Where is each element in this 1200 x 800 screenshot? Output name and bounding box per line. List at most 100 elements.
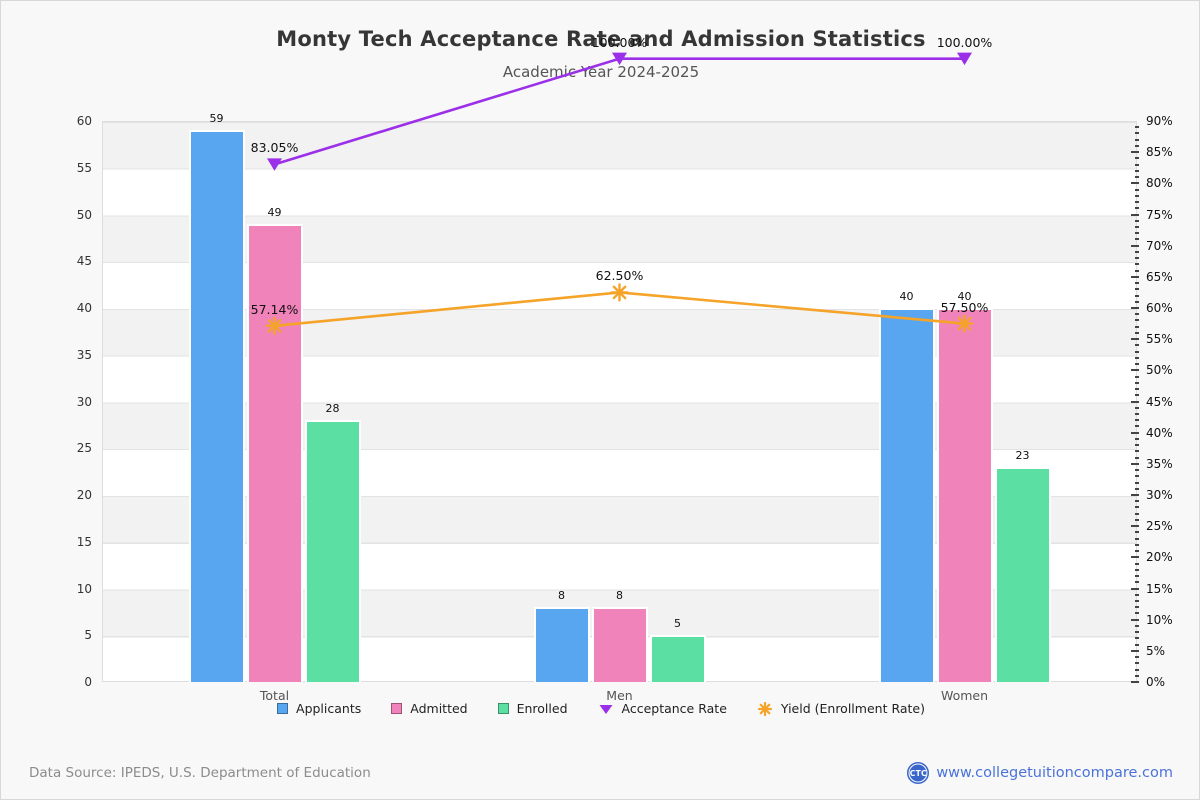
y-axis-right-label: 30% bbox=[1146, 488, 1173, 502]
y-axis-right-label: 40% bbox=[1146, 425, 1173, 440]
y-axis-left-label: 60 bbox=[76, 114, 92, 128]
bar-value-label: 59 bbox=[209, 112, 224, 126]
y-axis-left-label: 20 bbox=[76, 488, 92, 502]
legend-item-yield-enrollment-rate[interactable]: Yield (Enrollment Rate) bbox=[757, 701, 925, 716]
y-axis-tick bbox=[1131, 151, 1139, 154]
y-axis-left-label: 10 bbox=[76, 581, 92, 596]
y-axis-tick bbox=[1134, 531, 1139, 534]
y-axis-tick bbox=[1134, 406, 1139, 409]
bar-value-label: 8 bbox=[616, 589, 623, 603]
y-axis-tick bbox=[1134, 169, 1139, 172]
y-axis-tick bbox=[1131, 618, 1139, 621]
y-axis-tick bbox=[1134, 219, 1139, 222]
bar-value-label: 28 bbox=[325, 402, 340, 416]
y-axis-tick bbox=[1134, 375, 1139, 378]
y-axis-tick bbox=[1134, 656, 1139, 659]
y-axis-tick bbox=[1134, 294, 1139, 297]
y-axis-tick bbox=[1131, 525, 1139, 528]
y-axis-tick bbox=[1134, 201, 1139, 204]
y-axis-tick bbox=[1134, 512, 1139, 515]
y-axis-left-label: 40 bbox=[76, 301, 92, 315]
triangle-down-legend-icon bbox=[599, 704, 612, 714]
y-axis-tick bbox=[1134, 344, 1139, 347]
legend-label: Acceptance Rate bbox=[621, 701, 727, 716]
y-axis-tick bbox=[1134, 288, 1139, 291]
bar-enrolled bbox=[994, 466, 1051, 682]
y-axis-tick bbox=[1131, 587, 1139, 590]
y-axis-tick bbox=[1134, 419, 1139, 422]
y-axis-tick bbox=[1134, 225, 1139, 228]
y-axis-tick bbox=[1134, 481, 1139, 484]
y-axis-tick bbox=[1134, 456, 1139, 459]
y-axis-tick bbox=[1134, 518, 1139, 521]
asterisk-legend-icon bbox=[757, 701, 772, 716]
y-axis-right-label: 75% bbox=[1146, 207, 1173, 222]
y-axis-tick bbox=[1134, 394, 1139, 397]
y-axis-tick bbox=[1134, 412, 1139, 415]
point-label: 100.00% bbox=[936, 34, 993, 50]
y-axis-right-label: 20% bbox=[1146, 550, 1173, 565]
y-axis-tick bbox=[1131, 494, 1139, 496]
y-axis-right-label: 55% bbox=[1146, 332, 1173, 347]
y-axis-tick bbox=[1134, 662, 1139, 665]
y-axis-tick bbox=[1134, 350, 1139, 353]
y-axis-tick bbox=[1134, 643, 1139, 646]
y-axis-right-label: 90% bbox=[1146, 114, 1173, 128]
y-axis-right-label: 85% bbox=[1146, 145, 1173, 160]
y-axis-tick bbox=[1134, 469, 1139, 472]
site-url[interactable]: www.collegetuitioncompare.com bbox=[936, 765, 1173, 781]
bar-admitted bbox=[246, 223, 303, 682]
y-axis-tick bbox=[1131, 213, 1139, 216]
y-axis-left-label: 15 bbox=[76, 534, 92, 549]
y-axis-tick bbox=[1134, 300, 1139, 303]
y-axis-tick bbox=[1134, 388, 1139, 391]
y-axis-tick bbox=[1134, 176, 1139, 179]
point-label: 57.14% bbox=[250, 301, 299, 317]
y-axis-right-label: 10% bbox=[1146, 612, 1173, 627]
y-axis-tick bbox=[1134, 319, 1139, 322]
y-axis-left-label: 30 bbox=[76, 394, 92, 409]
y-axis-tick bbox=[1131, 369, 1139, 372]
y-axis-tick bbox=[1131, 307, 1139, 309]
y-axis-tick bbox=[1134, 250, 1139, 253]
y-axis-tick bbox=[1134, 437, 1139, 440]
y-axis-tick bbox=[1134, 599, 1139, 602]
legend-item-applicants[interactable]: Applicants bbox=[277, 701, 361, 716]
y-axis-right-label: 45% bbox=[1146, 394, 1173, 409]
legend-label: Yield (Enrollment Rate) bbox=[780, 701, 925, 716]
y-axis-tick bbox=[1131, 338, 1139, 341]
y-axis-tick bbox=[1134, 257, 1139, 260]
legend-item-acceptance-rate[interactable]: Acceptance Rate bbox=[598, 701, 727, 716]
y-axis-left-label: 50 bbox=[76, 207, 92, 222]
y-axis-tick bbox=[1134, 506, 1139, 509]
data-source-text: Data Source: IPEDS, U.S. Department of E… bbox=[29, 765, 371, 781]
chart-title: Monty Tech Acceptance Rate and Admission… bbox=[276, 27, 926, 51]
y-axis-tick bbox=[1134, 132, 1139, 135]
y-axis-tick bbox=[1134, 475, 1139, 478]
y-axis-tick bbox=[1134, 500, 1139, 503]
y-axis-tick bbox=[1134, 612, 1139, 615]
bar-value-label: 23 bbox=[1015, 448, 1030, 462]
legend-swatch-icon bbox=[391, 703, 403, 714]
legend-item-enrolled[interactable]: Enrolled bbox=[497, 701, 568, 716]
bar-admitted bbox=[591, 607, 648, 682]
legend-item-admitted[interactable]: Admitted bbox=[391, 701, 468, 716]
y-axis-tick bbox=[1134, 637, 1139, 640]
bar-admitted bbox=[936, 308, 993, 682]
legend-swatch-icon bbox=[497, 703, 509, 714]
y-axis-tick bbox=[1131, 400, 1139, 403]
y-axis-tick bbox=[1134, 238, 1139, 241]
y-axis-left-label: 0 bbox=[84, 675, 92, 689]
y-axis-tick bbox=[1134, 593, 1139, 596]
ctc-logo[interactable]: CTC bbox=[907, 762, 930, 784]
bar-applicants bbox=[878, 308, 935, 682]
y-axis-left-label: 45 bbox=[76, 254, 92, 269]
point-label: 62.50% bbox=[595, 268, 644, 284]
site-link[interactable]: CTC www.collegetuitioncompare.com bbox=[907, 762, 1173, 784]
y-axis-left-label: 55 bbox=[76, 160, 92, 175]
y-axis-left-label: 35 bbox=[76, 347, 92, 362]
point-label: 57.50% bbox=[940, 299, 989, 315]
y-axis-tick bbox=[1134, 450, 1139, 453]
y-axis-right-label: 0% bbox=[1146, 675, 1166, 689]
